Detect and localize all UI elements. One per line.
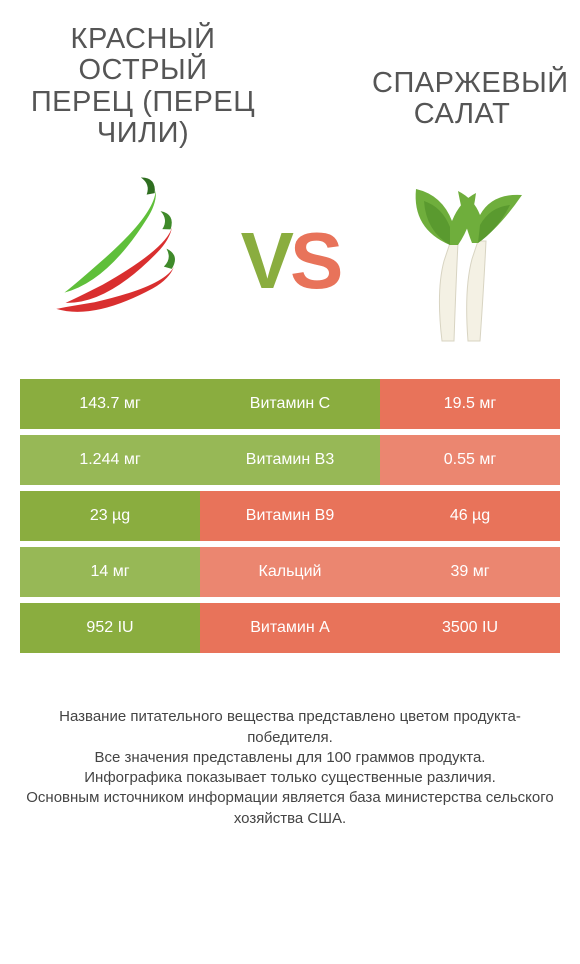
value-right: 39 мг — [380, 547, 560, 597]
chili-icon — [28, 171, 208, 351]
table-row: 143.7 мгВитамин C19.5 мг — [20, 379, 560, 429]
table-row: 23 µgВитамин B946 µg — [20, 491, 560, 541]
nutrient-name: Витамин B3 — [200, 435, 380, 485]
titles-row: Красный острый перец (перец чили) Спарже… — [20, 24, 560, 149]
title-left: Красный острый перец (перец чили) — [28, 24, 258, 149]
value-right: 46 µg — [380, 491, 560, 541]
nutrient-name: Витамин A — [200, 603, 380, 653]
nutrient-table: 143.7 мгВитамин C19.5 мг1.244 мгВитамин … — [20, 379, 560, 659]
footer-line: Основным источником информации является … — [26, 788, 554, 829]
table-row: 952 IUВитамин A3500 IU — [20, 603, 560, 653]
title-right: Спаржевый салат — [372, 24, 552, 131]
table-row: 14 мгКальций39 мг — [20, 547, 560, 597]
vs-s: S — [290, 216, 339, 305]
value-left: 1.244 мг — [20, 435, 200, 485]
vs-label: VS — [241, 221, 340, 301]
value-left: 143.7 мг — [20, 379, 200, 429]
nutrient-name: Витамин C — [200, 379, 380, 429]
image-row: VS — [20, 163, 560, 367]
value-right: 0.55 мг — [380, 435, 560, 485]
value-left: 14 мг — [20, 547, 200, 597]
nutrient-name: Кальций — [200, 547, 380, 597]
value-left: 952 IU — [20, 603, 200, 653]
footer-line: Инфографика показывает только существенн… — [26, 768, 554, 788]
table-row: 1.244 мгВитамин B30.55 мг — [20, 435, 560, 485]
value-right: 3500 IU — [380, 603, 560, 653]
value-left: 23 µg — [20, 491, 200, 541]
vs-v: V — [241, 216, 290, 305]
nutrient-name: Витамин B9 — [200, 491, 380, 541]
lettuce-icon — [372, 171, 552, 351]
footer-text: Название питательного вещества представл… — [20, 707, 560, 829]
value-right: 19.5 мг — [380, 379, 560, 429]
infographic: Красный острый перец (перец чили) Спарже… — [0, 0, 580, 964]
footer-line: Все значения представлены для 100 граммо… — [26, 748, 554, 768]
footer-line: Название питательного вещества представл… — [26, 707, 554, 748]
